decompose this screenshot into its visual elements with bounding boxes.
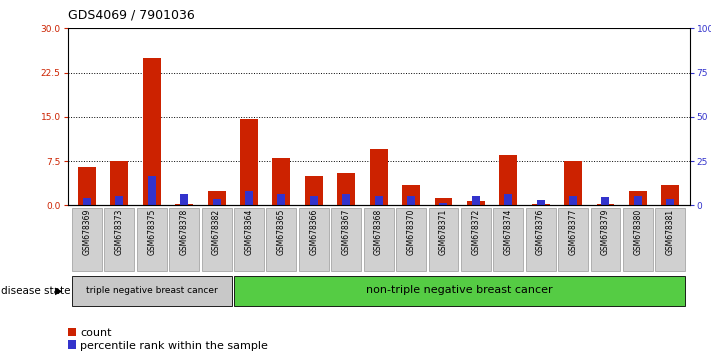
- Bar: [310, 196, 318, 205]
- Text: GSM678364: GSM678364: [245, 209, 254, 256]
- Bar: [337, 173, 355, 205]
- Text: GSM678373: GSM678373: [115, 209, 124, 256]
- Bar: [597, 204, 614, 205]
- FancyBboxPatch shape: [267, 209, 296, 271]
- Bar: [499, 155, 517, 205]
- Bar: [277, 194, 285, 205]
- Bar: [537, 200, 545, 205]
- Bar: [375, 196, 383, 205]
- Bar: [342, 194, 351, 205]
- FancyBboxPatch shape: [72, 209, 102, 271]
- FancyBboxPatch shape: [525, 209, 555, 271]
- Text: GSM678382: GSM678382: [212, 209, 221, 255]
- Bar: [666, 199, 674, 205]
- Bar: [245, 191, 253, 205]
- Text: GSM678368: GSM678368: [374, 209, 383, 255]
- Bar: [370, 149, 387, 205]
- Text: GSM678375: GSM678375: [147, 209, 156, 256]
- Bar: [240, 119, 258, 205]
- Bar: [472, 196, 480, 205]
- FancyBboxPatch shape: [623, 209, 653, 271]
- Bar: [110, 161, 128, 205]
- Text: GSM678380: GSM678380: [634, 209, 642, 255]
- Bar: [407, 196, 415, 205]
- Bar: [208, 190, 225, 205]
- Text: GSM678379: GSM678379: [601, 209, 610, 256]
- Text: GSM678374: GSM678374: [503, 209, 513, 256]
- FancyBboxPatch shape: [169, 209, 199, 271]
- Bar: [504, 194, 512, 205]
- Bar: [629, 190, 647, 205]
- Bar: [439, 202, 447, 205]
- FancyBboxPatch shape: [396, 209, 426, 271]
- Bar: [467, 201, 485, 205]
- Bar: [564, 161, 582, 205]
- Text: GSM678367: GSM678367: [342, 209, 351, 256]
- FancyBboxPatch shape: [591, 209, 620, 271]
- Text: GSM678377: GSM678377: [569, 209, 577, 256]
- Text: GSM678370: GSM678370: [407, 209, 415, 256]
- Text: GSM678369: GSM678369: [82, 209, 92, 256]
- Bar: [602, 198, 609, 205]
- FancyBboxPatch shape: [558, 209, 588, 271]
- FancyBboxPatch shape: [299, 209, 328, 271]
- Bar: [272, 158, 290, 205]
- Bar: [148, 176, 156, 205]
- Bar: [143, 58, 161, 205]
- Bar: [661, 185, 679, 205]
- Text: GSM678371: GSM678371: [439, 209, 448, 255]
- FancyBboxPatch shape: [331, 209, 361, 271]
- Bar: [402, 185, 420, 205]
- FancyBboxPatch shape: [202, 209, 232, 271]
- Text: GSM678372: GSM678372: [471, 209, 481, 255]
- Bar: [180, 194, 188, 205]
- Bar: [83, 198, 91, 205]
- Bar: [532, 204, 550, 205]
- FancyBboxPatch shape: [461, 209, 491, 271]
- Bar: [434, 198, 452, 205]
- FancyBboxPatch shape: [234, 209, 264, 271]
- Text: GSM678381: GSM678381: [665, 209, 675, 255]
- FancyBboxPatch shape: [364, 209, 393, 271]
- Text: disease state: disease state: [1, 286, 70, 296]
- Bar: [176, 204, 193, 205]
- Text: GSM678378: GSM678378: [180, 209, 188, 255]
- Text: GSM678365: GSM678365: [277, 209, 286, 256]
- Text: GSM678366: GSM678366: [309, 209, 319, 256]
- Text: triple negative breast cancer: triple negative breast cancer: [86, 286, 218, 295]
- FancyBboxPatch shape: [656, 209, 685, 271]
- Bar: [213, 199, 220, 205]
- Bar: [569, 196, 577, 205]
- FancyBboxPatch shape: [234, 276, 685, 306]
- Text: count: count: [80, 329, 112, 338]
- Text: non-triple negative breast cancer: non-triple negative breast cancer: [366, 285, 553, 296]
- Text: ▶: ▶: [55, 286, 63, 296]
- Bar: [305, 176, 323, 205]
- Bar: [78, 167, 96, 205]
- FancyBboxPatch shape: [105, 209, 134, 271]
- FancyBboxPatch shape: [493, 209, 523, 271]
- Text: GDS4069 / 7901036: GDS4069 / 7901036: [68, 9, 194, 22]
- FancyBboxPatch shape: [137, 209, 166, 271]
- Text: GSM678376: GSM678376: [536, 209, 545, 256]
- FancyBboxPatch shape: [429, 209, 459, 271]
- FancyBboxPatch shape: [72, 276, 232, 306]
- Bar: [115, 196, 124, 205]
- Bar: [634, 196, 642, 205]
- Text: percentile rank within the sample: percentile rank within the sample: [80, 341, 268, 351]
